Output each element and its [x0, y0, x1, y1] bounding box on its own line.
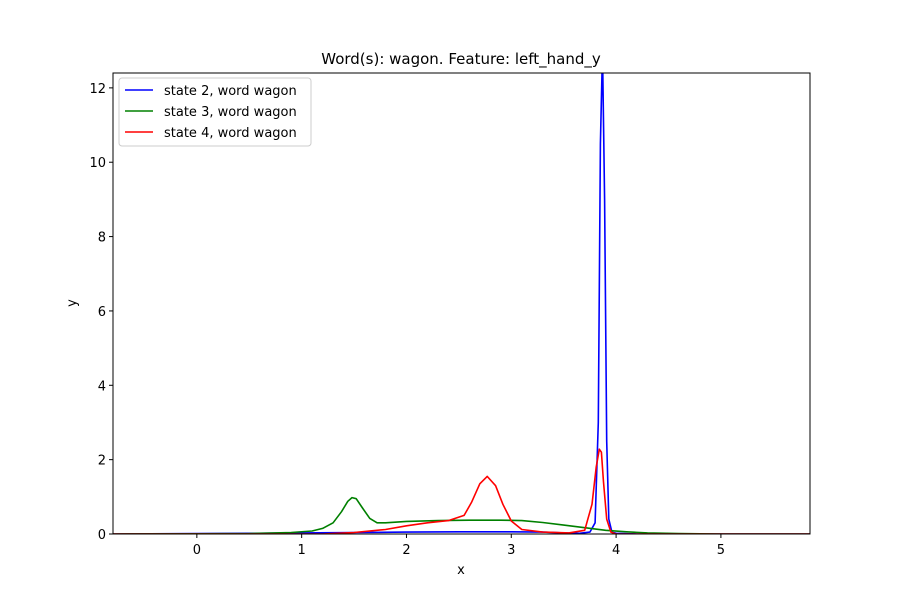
- y-tick-label: 8: [98, 231, 106, 246]
- x-tick-label: 0: [193, 543, 201, 558]
- x-tick-label: 3: [507, 543, 515, 558]
- y-tick-label: 6: [98, 305, 106, 320]
- y-tick-label: 2: [98, 454, 106, 469]
- legend-label: state 4, word wagon: [164, 126, 297, 141]
- legend-label: state 3, word wagon: [164, 105, 297, 120]
- x-axis: 0 1 2 3 4 5: [193, 534, 725, 558]
- plot-area: [113, 73, 810, 534]
- y-axis: 0 2 4 6 8 10 12: [89, 82, 113, 543]
- x-tick-label: 2: [402, 543, 410, 558]
- y-tick-label: 12: [89, 82, 106, 97]
- axes-frame: [112, 72, 811, 535]
- y-tick-label: 4: [98, 379, 106, 394]
- x-tick-label: 1: [298, 543, 306, 558]
- y-tick-label: 0: [98, 528, 106, 543]
- series-line-state-4: [113, 448, 810, 534]
- legend: state 2, word wagon state 3, word wagon st…: [118, 77, 312, 147]
- y-tick-label: 10: [89, 156, 106, 171]
- series-line-state-3: [113, 496, 810, 534]
- legend-label: state 2, word wagon: [164, 84, 297, 99]
- y-axis-label: y: [65, 299, 80, 307]
- chart-title: Word(s): wagon. Feature: left_hand_y: [321, 50, 601, 69]
- x-tick-label: 5: [717, 543, 725, 558]
- x-tick-label: 4: [612, 543, 620, 558]
- x-axis-label: x: [457, 563, 465, 578]
- legend-box: [118, 77, 312, 147]
